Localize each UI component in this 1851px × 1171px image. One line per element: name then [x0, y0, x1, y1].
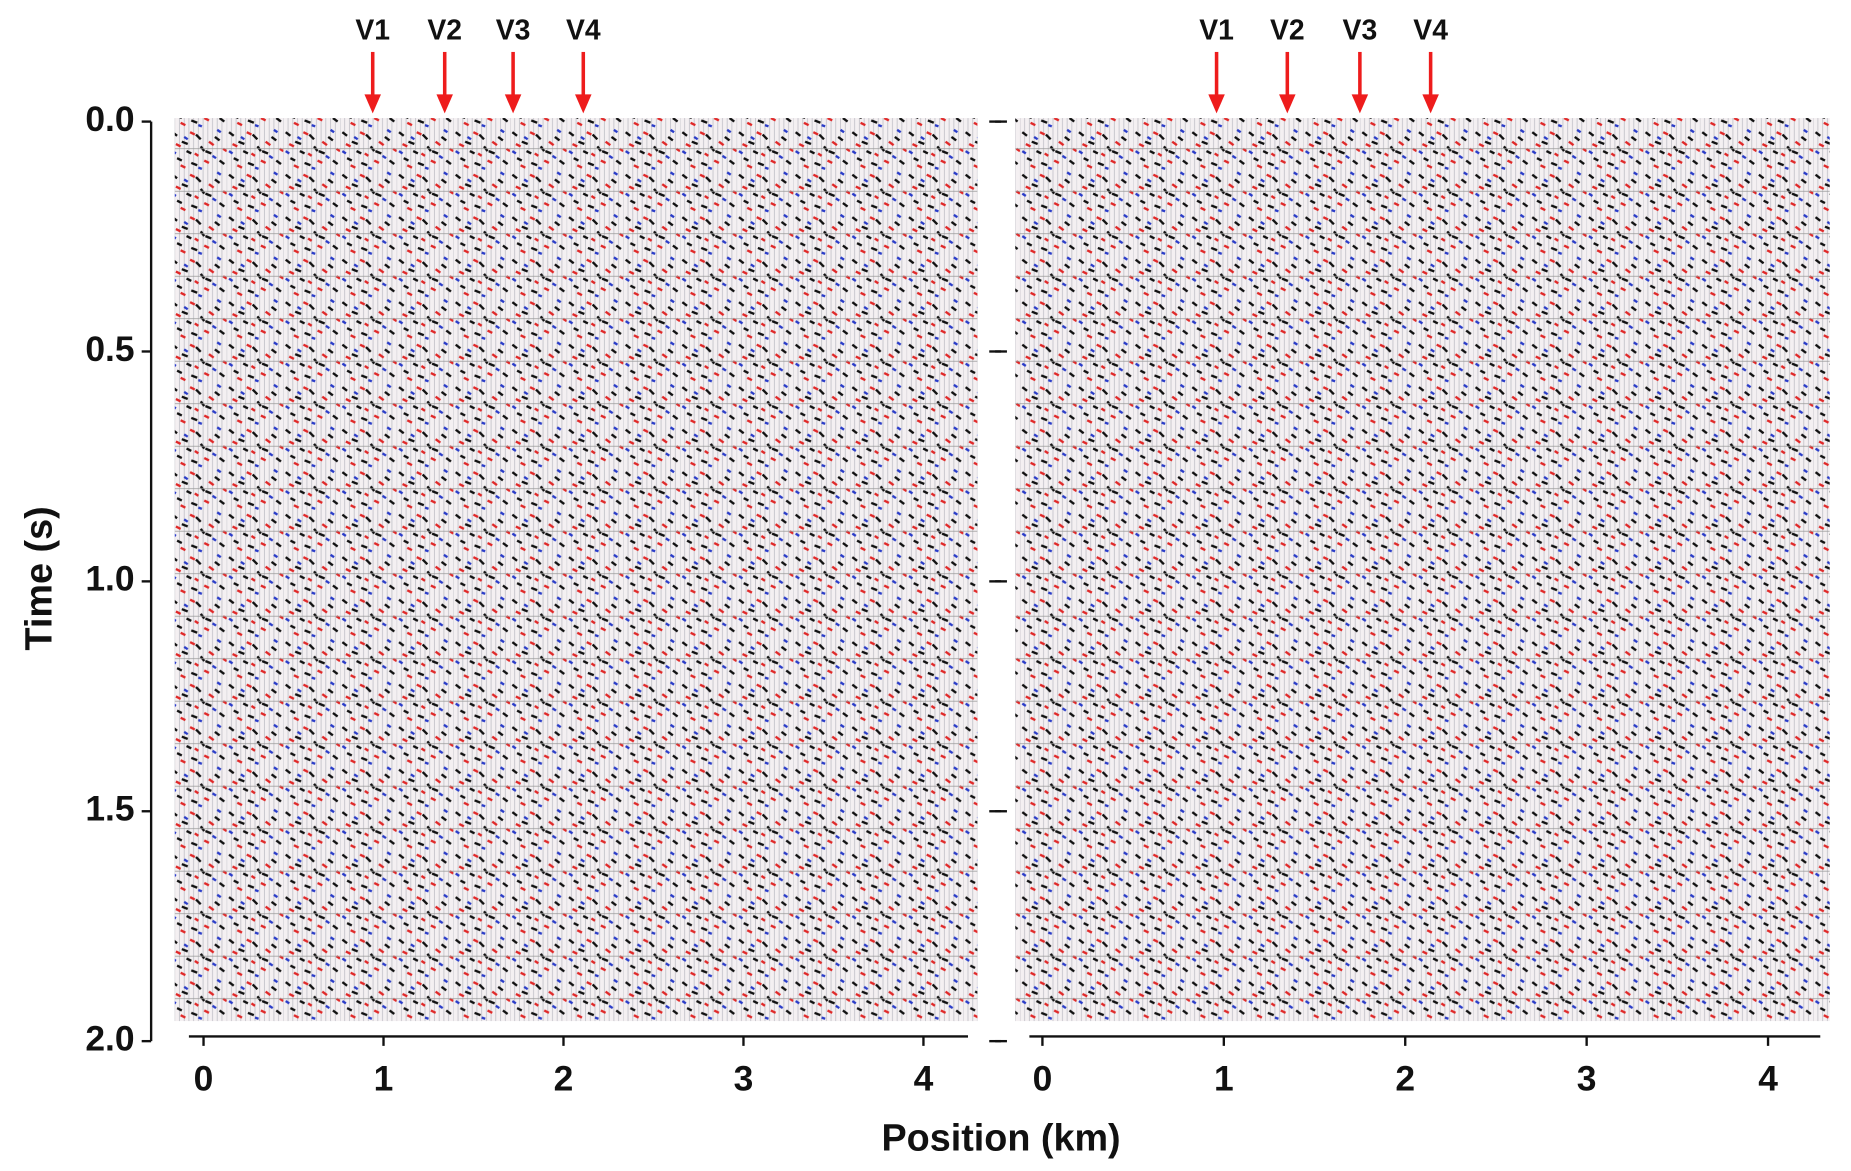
x-tick-label: 2 — [554, 1059, 574, 1099]
x-tick-label: 0 — [1033, 1059, 1053, 1099]
marker-label: V1 — [1199, 14, 1234, 46]
marker-arrowhead — [1279, 94, 1296, 114]
x-tick-label: 0 — [194, 1059, 214, 1099]
y-axis-label: Time (s) — [18, 506, 60, 650]
marker-label: V3 — [1343, 14, 1378, 46]
x-tick-label: 4 — [1758, 1059, 1778, 1099]
marker-arrowhead — [436, 94, 453, 114]
x-tick-label: 1 — [1214, 1059, 1234, 1099]
marker-label: V2 — [427, 14, 462, 46]
x-tick-label: 1 — [374, 1059, 394, 1099]
seismic-panel — [174, 118, 978, 1022]
marker-label: V2 — [1270, 14, 1305, 46]
marker-arrowhead — [504, 94, 522, 114]
x-tick-label: 3 — [1577, 1059, 1597, 1099]
x-tick-label: 2 — [1395, 1059, 1415, 1099]
y-tick-label: 1.0 — [85, 559, 134, 599]
marker-arrowhead — [1351, 94, 1369, 114]
marker-label: V4 — [1413, 14, 1448, 46]
x-axis-label: Position (km) — [881, 1117, 1120, 1159]
marker-label: V4 — [566, 14, 601, 46]
marker-arrowhead — [364, 94, 381, 114]
y-tick-label: 1.5 — [85, 789, 134, 829]
marker-arrowhead — [1208, 94, 1225, 114]
x-tick-label: 4 — [914, 1059, 934, 1099]
marker-label: V1 — [355, 14, 390, 46]
y-tick-label: 0.5 — [85, 329, 134, 369]
y-tick-label: 0.0 — [85, 99, 134, 139]
x-tick-label: 3 — [734, 1059, 754, 1099]
marker-arrowhead — [1422, 94, 1439, 114]
y-tick-label: 2.0 — [85, 1019, 134, 1059]
marker-arrowhead — [575, 94, 592, 114]
seismic-panel — [1015, 118, 1830, 1022]
marker-label: V3 — [496, 14, 531, 46]
